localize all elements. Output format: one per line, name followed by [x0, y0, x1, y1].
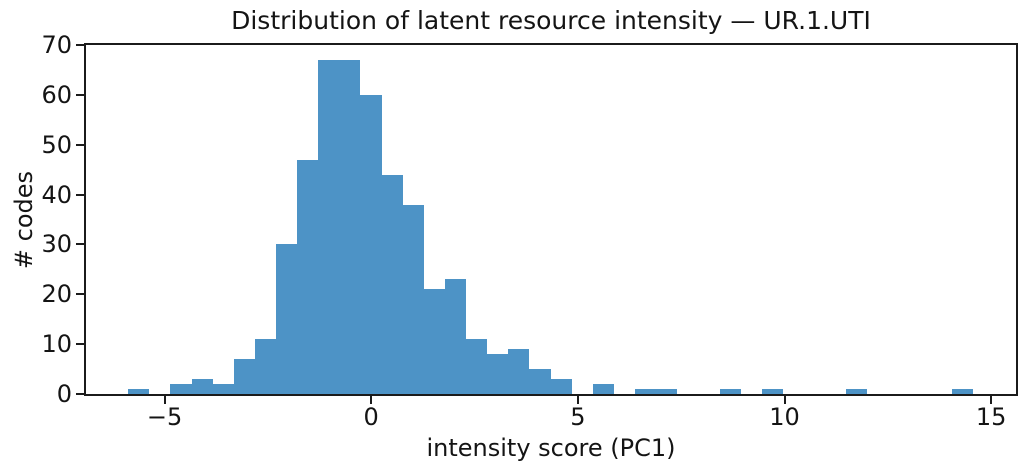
x-tick-mark [576, 396, 579, 404]
histogram-bar [466, 339, 488, 394]
y-tick-mark [76, 44, 84, 46]
y-tick-mark [76, 293, 84, 296]
histogram-bar [212, 384, 234, 394]
y-tick-mark [76, 93, 84, 96]
y-tick-label: 30 [41, 230, 72, 259]
histogram-bar [529, 369, 551, 394]
histogram-bar [339, 59, 361, 394]
x-tick-mark [163, 396, 166, 404]
histogram-bar [719, 389, 741, 394]
histogram-bar [508, 349, 530, 394]
histogram-bar [635, 389, 657, 394]
histogram-bar [423, 289, 445, 394]
x-tick-mark [370, 396, 373, 404]
x-tick-label: −5 [146, 403, 183, 431]
x-axis-label: intensity score (PC1) [426, 434, 676, 462]
histogram-bar [846, 389, 868, 394]
histogram-bar [761, 389, 783, 394]
chart-title: Distribution of latent resource intensit… [231, 6, 871, 35]
y-tick-label: 70 [41, 31, 72, 59]
histogram-bar [318, 59, 340, 394]
x-tick-label: 5 [570, 403, 586, 431]
y-tick-label: 20 [41, 280, 72, 309]
y-tick-label: 10 [41, 330, 72, 359]
y-tick-label: 50 [41, 130, 72, 159]
histogram-bar [550, 379, 572, 394]
histogram-bar [592, 384, 614, 394]
y-tick-mark [76, 193, 84, 196]
y-tick-label: 40 [41, 180, 72, 209]
x-tick-mark [990, 396, 993, 404]
y-tick-label: 60 [41, 80, 72, 109]
y-tick-mark [76, 243, 84, 246]
y-tick-mark [76, 393, 84, 395]
x-tick-mark [783, 396, 786, 404]
histogram-bar [297, 159, 319, 394]
histogram-bar [487, 354, 509, 394]
x-tick-label: 0 [363, 403, 379, 431]
histogram-bar [233, 359, 255, 394]
y-tick-mark [76, 143, 84, 146]
histogram-bar [402, 204, 424, 394]
histogram-bar [360, 94, 382, 394]
histogram-bar [254, 339, 276, 394]
y-tick-label: 0 [56, 380, 72, 408]
histogram-bar [381, 174, 403, 394]
histogram-bar [951, 389, 973, 394]
histogram-bar [170, 384, 192, 394]
histogram-bar [191, 379, 213, 394]
x-tick-label: 10 [769, 403, 800, 431]
histogram-bar [444, 279, 467, 394]
histogram-bar [128, 389, 150, 394]
histogram-bar [656, 389, 678, 394]
y-axis-label: # codes [10, 170, 38, 270]
histogram-bar [276, 244, 298, 394]
plot-area [86, 45, 1016, 394]
y-tick-mark [76, 343, 84, 346]
x-tick-label: 15 [975, 403, 1007, 431]
